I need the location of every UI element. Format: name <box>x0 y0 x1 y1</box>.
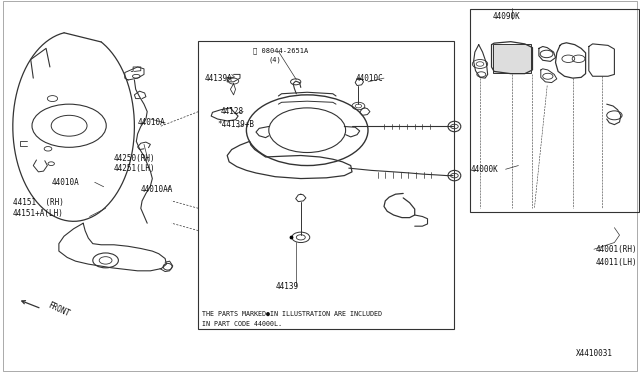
Text: 44010AA: 44010AA <box>141 185 173 194</box>
Text: Ⓑ 08044-2651A: Ⓑ 08044-2651A <box>253 47 308 54</box>
Text: 44001(RH): 44001(RH) <box>595 245 637 254</box>
Bar <box>493 44 531 73</box>
Text: 44151  (RH): 44151 (RH) <box>13 198 63 207</box>
Text: X4410031: X4410031 <box>576 349 613 358</box>
Text: 44000K: 44000K <box>470 165 498 174</box>
Bar <box>470 9 639 212</box>
Text: 44128: 44128 <box>221 107 244 116</box>
Text: 44010A: 44010A <box>51 178 79 187</box>
Text: IN PART CODE 44000L.: IN PART CODE 44000L. <box>202 321 282 327</box>
Text: 44139: 44139 <box>275 282 298 291</box>
Text: 44250(RH): 44250(RH) <box>114 154 156 163</box>
Text: 44010C: 44010C <box>355 74 383 83</box>
Text: 44010A: 44010A <box>138 118 165 127</box>
Text: 44011(LH): 44011(LH) <box>595 258 637 267</box>
Text: 44139A: 44139A <box>205 74 232 83</box>
Text: (4): (4) <box>269 56 282 63</box>
Text: FRONT: FRONT <box>46 301 71 319</box>
Text: 44251(LH): 44251(LH) <box>114 164 156 173</box>
Text: 44090K: 44090K <box>493 12 520 21</box>
Text: THE PARTS MARKED●IN ILLUSTRATION ARE INCLUDED: THE PARTS MARKED●IN ILLUSTRATION ARE INC… <box>202 311 381 317</box>
Text: 44151+A(LH): 44151+A(LH) <box>13 209 63 218</box>
Bar <box>198 41 454 329</box>
Text: *44139+B: *44139+B <box>218 120 255 129</box>
